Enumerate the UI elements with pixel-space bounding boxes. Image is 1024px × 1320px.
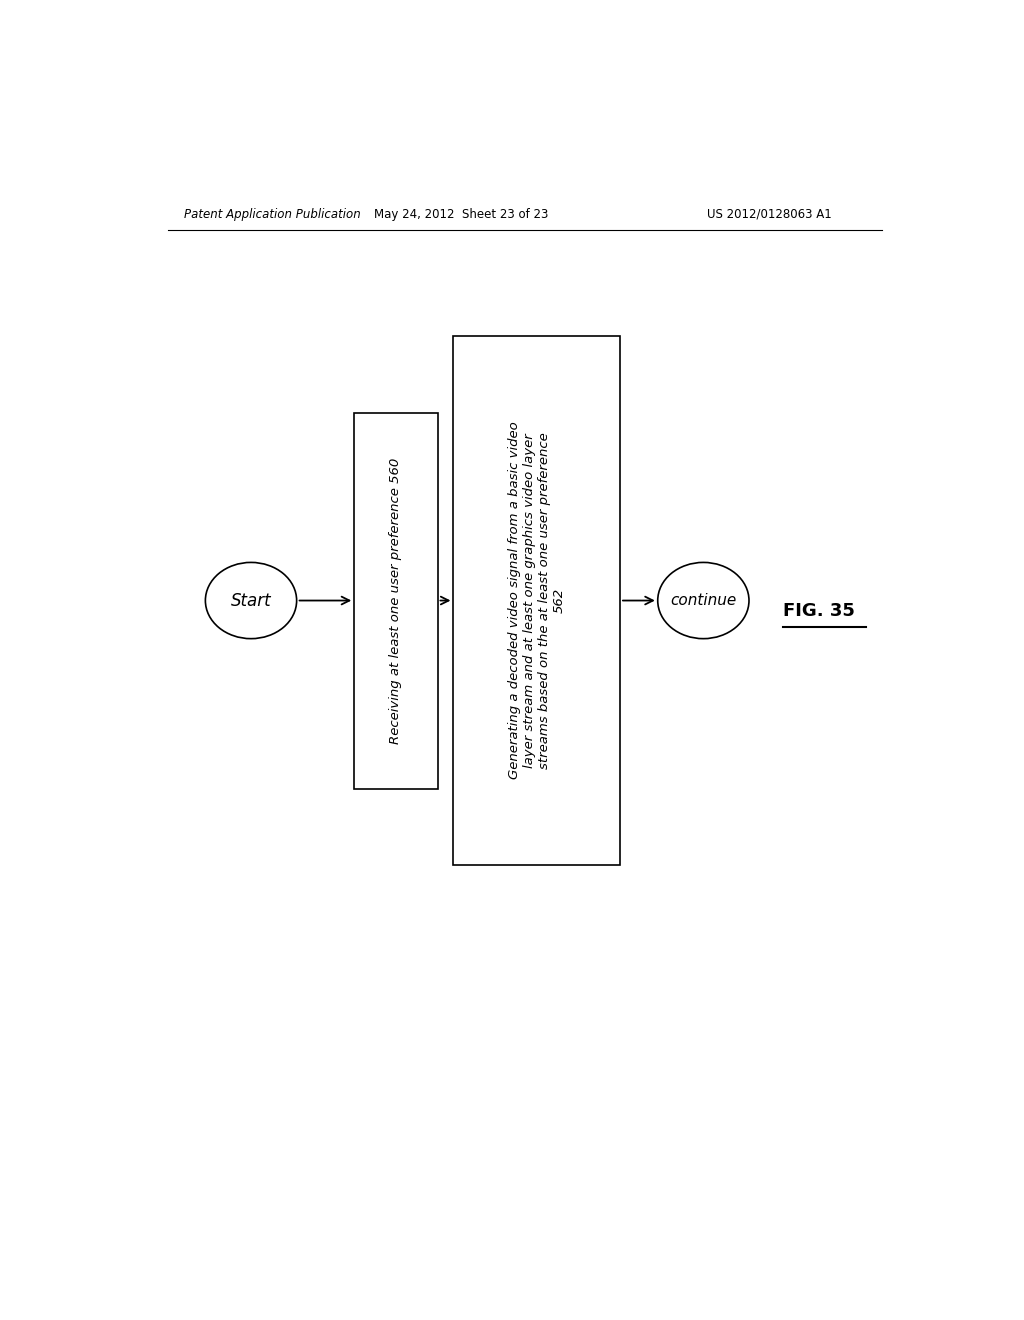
- Bar: [454, 337, 621, 865]
- Text: Patent Application Publication: Patent Application Publication: [183, 207, 360, 220]
- Text: Start: Start: [230, 591, 271, 610]
- Text: Generating a decoded video signal from a basic video
layer stream and at least o: Generating a decoded video signal from a…: [508, 421, 565, 779]
- Text: US 2012/0128063 A1: US 2012/0128063 A1: [708, 207, 833, 220]
- Bar: [354, 412, 437, 788]
- Text: Receiving at least one user preference 560: Receiving at least one user preference 5…: [389, 458, 402, 743]
- Text: FIG. 35: FIG. 35: [782, 602, 855, 619]
- Ellipse shape: [657, 562, 749, 639]
- Ellipse shape: [206, 562, 297, 639]
- Text: May 24, 2012  Sheet 23 of 23: May 24, 2012 Sheet 23 of 23: [374, 207, 549, 220]
- Text: continue: continue: [671, 593, 736, 609]
